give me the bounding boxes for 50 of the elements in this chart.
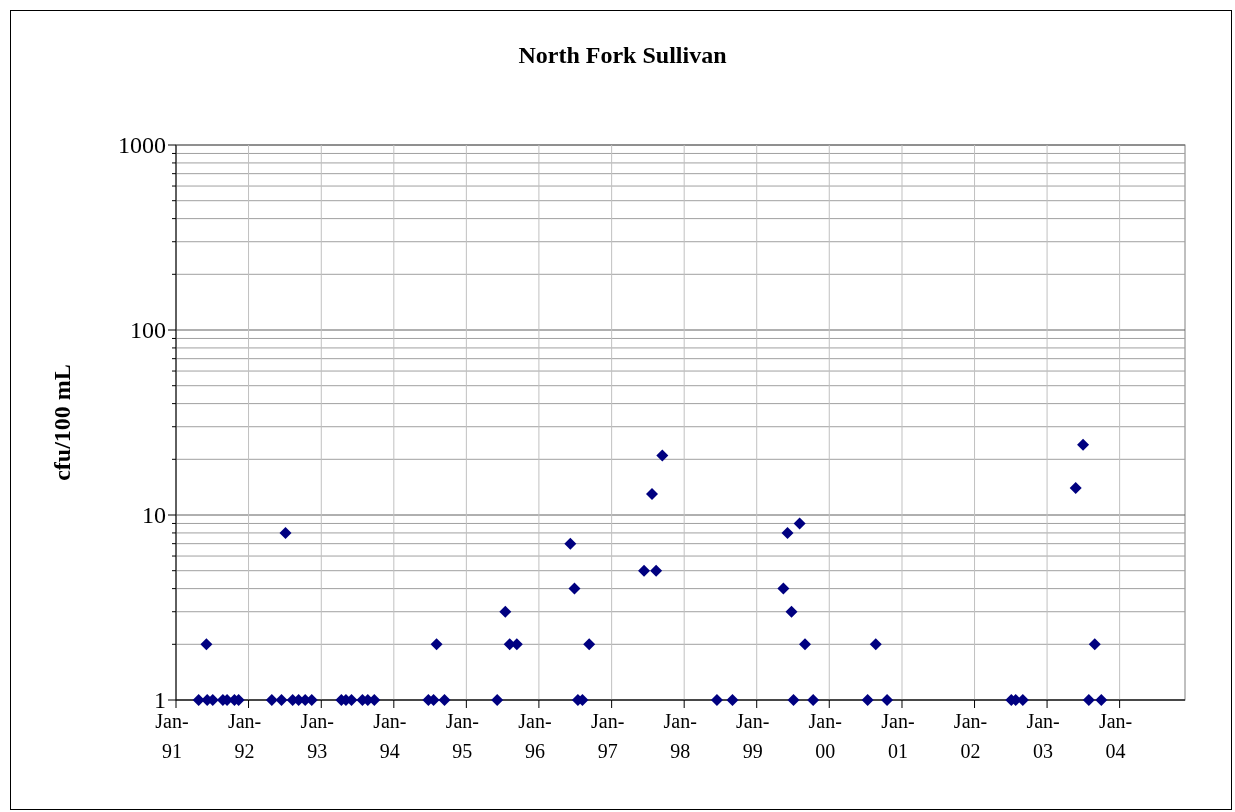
x-tick-label: Jan-94 <box>373 710 407 762</box>
point <box>583 638 596 651</box>
point <box>1088 638 1101 651</box>
point <box>656 449 669 462</box>
x-tick-label: Jan-00 <box>808 710 842 762</box>
point <box>777 582 790 595</box>
x-tick-label: Jan-99 <box>736 710 770 762</box>
point <box>430 638 443 651</box>
point <box>869 638 882 651</box>
x-tick-label: Jan-02 <box>953 710 988 762</box>
point <box>1082 694 1095 706</box>
point <box>799 638 812 651</box>
point <box>638 564 651 577</box>
point <box>564 537 577 550</box>
point <box>650 564 663 577</box>
point <box>1077 438 1090 451</box>
y-tick-label: 10 <box>142 502 166 529</box>
point <box>200 638 213 651</box>
point <box>1069 481 1082 494</box>
point <box>265 694 278 706</box>
chart-title: North Fork Sullivan <box>518 42 727 68</box>
x-tick-label: Jan-92 <box>227 710 262 762</box>
x-tick-label: Jan-98 <box>663 710 697 762</box>
point <box>861 694 874 706</box>
point <box>499 605 512 618</box>
point <box>438 694 451 706</box>
point <box>881 694 894 706</box>
point <box>781 526 794 539</box>
x-tick-label: Jan-04 <box>1098 710 1133 762</box>
point <box>491 694 504 706</box>
y-axis-title: cfu/100 mL <box>49 364 75 481</box>
point <box>807 694 820 706</box>
point <box>726 694 739 706</box>
point <box>793 517 806 530</box>
x-tick-label: Jan-95 <box>445 710 480 762</box>
point <box>787 694 800 706</box>
x-tick-label: Jan-01 <box>881 710 915 762</box>
y-tick-label: 100 <box>130 317 166 344</box>
x-tick-label: Jan-03 <box>1026 710 1060 762</box>
y-tick-label: 1000 <box>118 132 166 159</box>
point <box>710 694 723 706</box>
point <box>785 605 798 618</box>
point <box>645 487 658 500</box>
point <box>568 582 581 595</box>
x-tick-label: Jan-96 <box>518 710 552 762</box>
point <box>1095 694 1108 706</box>
point <box>279 526 292 539</box>
x-tick-label: Jan-93 <box>300 710 334 762</box>
x-tick-label: Jan-97 <box>590 710 625 762</box>
point <box>275 694 288 706</box>
